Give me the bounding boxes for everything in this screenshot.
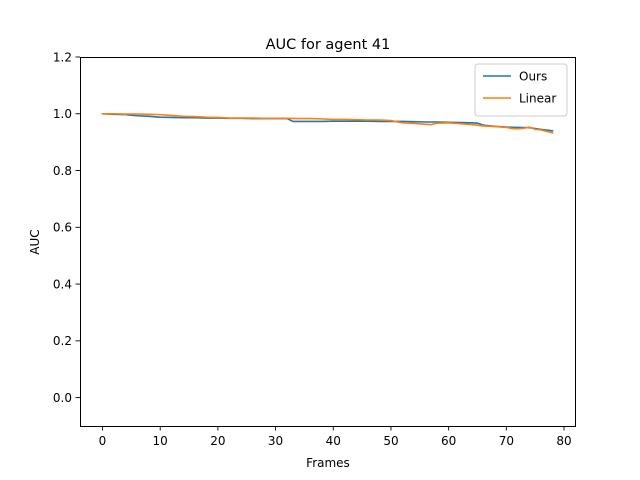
x-tick-label: 70 — [499, 434, 514, 448]
series-line-linear — [101, 112, 554, 134]
legend: Ours Linear — [474, 63, 568, 117]
y-tick-label: 1.0 — [53, 107, 72, 121]
y-axis-label: AUC — [28, 229, 42, 254]
ticks-layer: 0 10 20 30 40 50 60 70 80 0.0 0.2 0.4 0.6 0.8 1.0 1.2 — [53, 50, 572, 448]
y-tick-label: 0.2 — [53, 334, 72, 348]
x-tick-label: 60 — [441, 434, 456, 448]
x-axis-label: Frames — [306, 456, 350, 470]
x-tick-label: 80 — [556, 434, 571, 448]
plot-frame — [80, 57, 576, 427]
x-tick-label: 10 — [153, 434, 168, 448]
y-tick-label: 0.0 — [53, 391, 72, 405]
legend-label: Ours — [519, 69, 547, 83]
x-tick-label: 20 — [210, 434, 225, 448]
x-tick-label: 50 — [383, 434, 398, 448]
legend-box — [474, 63, 568, 117]
y-tick-label: 0.4 — [53, 277, 72, 291]
series-line-ours — [101, 112, 554, 132]
y-tick-label: 0.8 — [53, 164, 72, 178]
legend-label: Linear — [519, 91, 556, 105]
chart-title: AUC for agent 41 — [266, 37, 391, 53]
x-tick-label: 40 — [326, 434, 341, 448]
y-tick-label: 0.6 — [53, 221, 72, 235]
series-layer — [101, 112, 554, 134]
x-tick-label: 30 — [268, 434, 283, 448]
x-tick-label: 0 — [99, 434, 107, 448]
y-tick-label: 1.2 — [53, 50, 72, 64]
